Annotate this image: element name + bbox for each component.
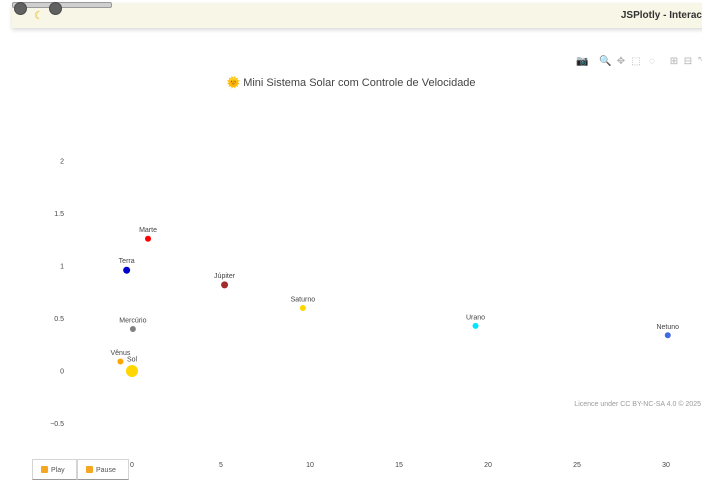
planet-label: Vênus	[111, 350, 131, 357]
camera-icon[interactable]: 📷	[576, 56, 589, 67]
y-tick-label: 1	[60, 264, 64, 271]
top-bar: JSPlotly - Interac ☾	[12, 3, 702, 28]
license-text: Licence under CC BY-NC-SA 4.0 © 2025	[574, 401, 701, 408]
planet-label: Júpiter	[214, 273, 236, 280]
play-button[interactable]: Play	[32, 459, 77, 480]
slider-handle-min[interactable]	[14, 2, 27, 15]
y-tick-label: 1.5	[54, 211, 64, 218]
planet-point[interactable]	[123, 266, 131, 274]
planet-label: Marte	[139, 227, 157, 234]
y-tick-label: 0	[60, 369, 64, 376]
x-tick-label: 20	[484, 462, 492, 469]
speed-slider[interactable]	[12, 2, 112, 15]
planet-label: Sol	[127, 357, 138, 364]
planet-point[interactable]	[126, 365, 138, 377]
zoom-out-icon[interactable]: ⊟	[683, 56, 693, 67]
planet-point[interactable]	[117, 358, 124, 365]
x-tick-label: 10	[306, 462, 314, 469]
y-tick-label: 2	[60, 159, 64, 166]
play-label: Play	[51, 467, 65, 474]
slider-handle-max[interactable]	[49, 2, 62, 15]
x-tick-label: 30	[662, 462, 670, 469]
planet-point[interactable]	[145, 235, 152, 242]
planet-label: Saturno	[291, 297, 316, 304]
pause-icon	[86, 466, 93, 473]
autoscale-icon[interactable]: ⤡	[698, 56, 702, 67]
pan-icon[interactable]: ✥	[616, 56, 626, 67]
planet-label: Netuno	[656, 324, 679, 331]
chart-title: 🌞 Mini Sistema Solar com Controle de Vel…	[0, 76, 702, 89]
app-title: JSPlotly - Interac	[620, 10, 702, 21]
x-tick-label: 25	[573, 462, 581, 469]
zoom-icon[interactable]: 🔍	[599, 56, 612, 67]
x-tick-label: 15	[395, 462, 403, 469]
x-tick-label: 5	[219, 462, 223, 469]
y-tick-label: −0.5	[50, 421, 64, 428]
planet-label: Terra	[119, 258, 135, 265]
planet-label: Mercúrio	[119, 318, 146, 325]
box-select-icon[interactable]: ⬚	[631, 56, 641, 67]
planet-label: Urano	[466, 314, 485, 321]
pause-label: Pause	[96, 467, 116, 474]
planet-point[interactable]	[129, 326, 136, 332]
planet-point[interactable]	[221, 281, 229, 289]
pause-button[interactable]: Pause	[77, 459, 129, 480]
play-icon	[41, 466, 48, 473]
planet-point[interactable]	[472, 322, 479, 329]
planet-point[interactable]	[664, 332, 671, 339]
sun-icon: 🌞	[226, 77, 241, 89]
moon-icon[interactable]: ☾	[34, 10, 44, 22]
y-tick-label: 0.5	[54, 316, 64, 323]
zoom-in-icon[interactable]: ⊞	[669, 56, 679, 67]
lasso-icon[interactable]: ◌	[649, 56, 655, 67]
planet-point[interactable]	[299, 305, 306, 311]
x-tick-label: 0	[130, 462, 134, 469]
chart-title-text: Mini Sistema Solar com Controle de Veloc…	[243, 77, 476, 89]
